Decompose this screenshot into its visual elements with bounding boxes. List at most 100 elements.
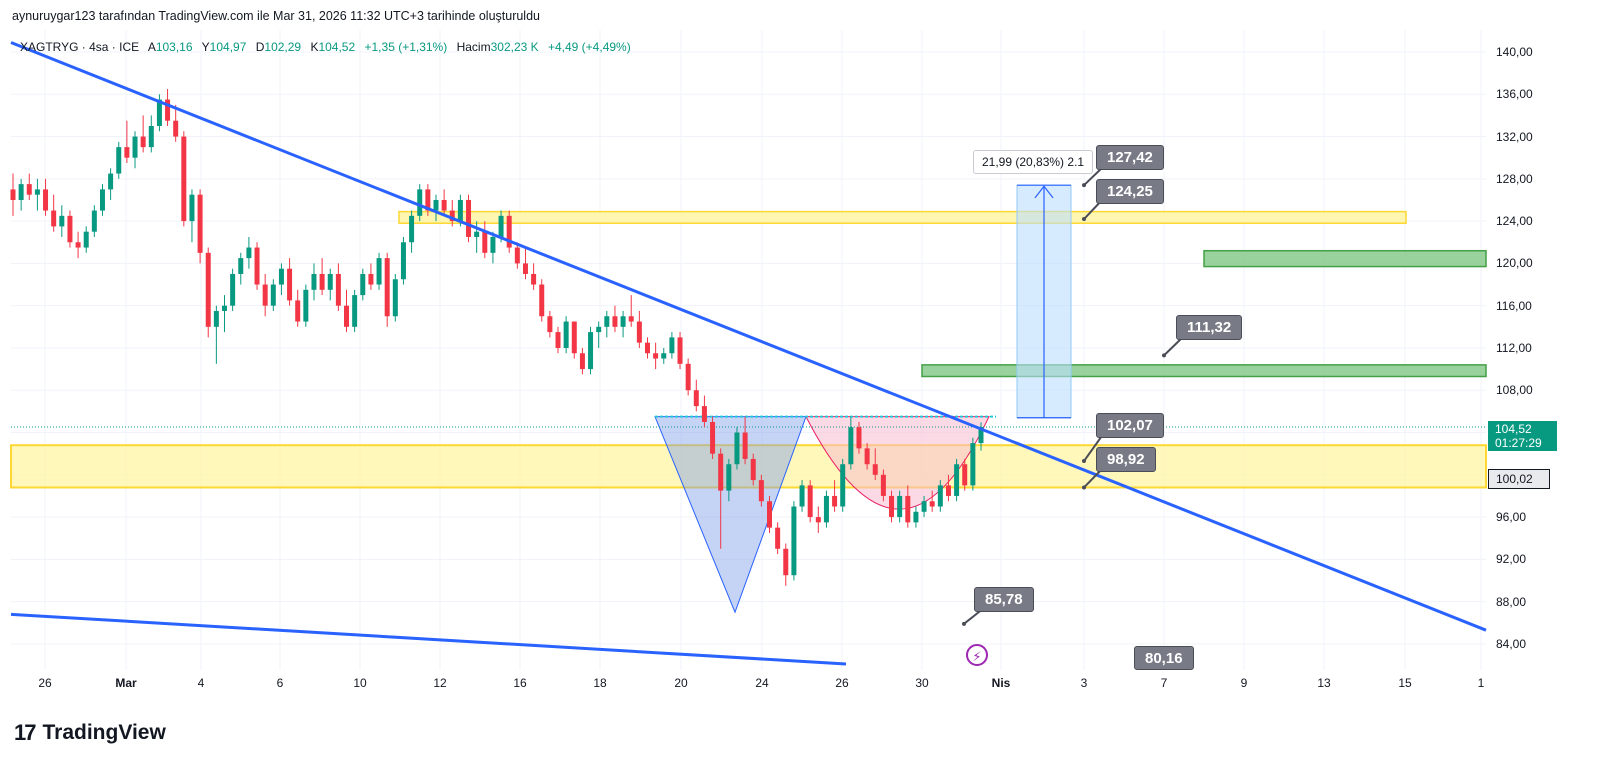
callout-85[interactable]: 85,78 (974, 587, 1034, 612)
countdown-value: 01:27:29 (1495, 436, 1542, 450)
candle-body (254, 247, 260, 285)
candle-body (116, 147, 122, 174)
time-tick: 10 (353, 676, 367, 690)
time-tick: 20 (674, 676, 688, 690)
time-tick: 6 (276, 676, 284, 690)
candle-body (929, 501, 935, 507)
candle-body (221, 305, 227, 311)
resistance-zone-124 (398, 210, 1407, 224)
candle-body (701, 406, 707, 422)
candle-body (449, 210, 455, 222)
candle-body (91, 210, 97, 232)
candle-body (945, 485, 951, 496)
low-value: 102,29 (264, 40, 302, 54)
candle-body (750, 458, 756, 481)
candle-body (173, 120, 179, 137)
time-tick: 26 (835, 676, 849, 690)
candle-body (409, 215, 415, 243)
candle-body (156, 99, 162, 126)
candle-body (880, 474, 886, 496)
candle-body (368, 273, 374, 285)
candle-body (482, 231, 488, 253)
candle-body (384, 258, 390, 317)
callout-98[interactable]: 98,92 (1096, 447, 1156, 472)
candle-body (514, 247, 520, 264)
open-label: A (147, 40, 156, 54)
candle-body (856, 427, 862, 449)
time-tick: 15 (1398, 676, 1412, 690)
candle-body (433, 199, 439, 211)
volume-value: 302,23 K (490, 40, 539, 54)
candle-body (555, 332, 561, 348)
candle-body (783, 548, 789, 576)
candle-body (132, 136, 138, 158)
measure-label[interactable]: 21,99 (20,83%) 2.1 (973, 150, 1094, 174)
callout-102[interactable]: 102,07 (1096, 413, 1164, 438)
candle-body (913, 511, 919, 523)
candle-body (270, 284, 276, 306)
candle-body (531, 273, 537, 285)
candlestick-chart[interactable] (10, 30, 1487, 670)
change-value: +1,35 (+1,31%) (364, 40, 448, 54)
callout-80[interactable]: 80,16 (1134, 646, 1194, 670)
time-tick: 24 (755, 676, 769, 690)
candle-body (661, 353, 667, 359)
candle-body (287, 268, 293, 301)
candle-body (498, 215, 504, 237)
candle-body (376, 258, 382, 285)
price-tick: 108,00 (1496, 383, 1533, 398)
candle-body (799, 485, 805, 507)
candle-body (51, 210, 57, 227)
candle-body (26, 184, 32, 195)
candle-body (628, 316, 634, 322)
candle-body (571, 321, 577, 354)
candle-body (954, 464, 960, 496)
candle-body (303, 289, 309, 322)
price-tick: 92,00 (1496, 552, 1527, 567)
chart-area[interactable] (10, 30, 1487, 670)
time-tick: Nis (991, 676, 1011, 690)
candle-body (767, 501, 773, 528)
candle-body (181, 136, 187, 222)
time-tick: 1 (1477, 676, 1485, 690)
candle-body (352, 295, 358, 327)
candle-body (417, 189, 423, 216)
candle-body (124, 147, 130, 158)
candle-body (693, 390, 699, 407)
candle-body (644, 342, 650, 354)
callout-111[interactable]: 111,32 (1176, 315, 1243, 340)
candle-body (18, 184, 24, 200)
candle-body (10, 189, 16, 200)
candle-body (815, 517, 821, 523)
tradingview-logo[interactable]: 17 TradingView (14, 720, 166, 746)
candle-body (897, 495, 903, 518)
price-tick: 136,00 (1496, 87, 1533, 102)
time-axis[interactable]: 26 Mar 4 6 10 12 16 18 20 24 26 30 Nis 3 7 9 13 15 1 (11, 676, 1486, 696)
candle-body (490, 236, 496, 253)
price-tick: 96,00 (1496, 510, 1527, 525)
candle-body (474, 231, 480, 237)
callout-127[interactable]: 127,42 (1096, 145, 1164, 170)
symbol-name[interactable]: XAGTRYG · 4sa · ICE (20, 40, 140, 54)
candle-body (335, 273, 341, 306)
candle-body (962, 464, 968, 486)
chart-header: aynuruygar123 tarafından TradingView.com… (12, 9, 540, 23)
level-price-badge: 100,02 (1488, 469, 1550, 489)
candle-body (319, 273, 325, 290)
candle-body (775, 527, 781, 549)
callout-124[interactable]: 124,25 (1096, 179, 1164, 204)
open-value: 103,16 (155, 40, 193, 54)
callout-dot (1082, 459, 1086, 464)
candle-body (230, 273, 236, 306)
high-label: Y (201, 40, 210, 54)
candle-body (685, 363, 691, 391)
high-value: 104,97 (209, 40, 247, 54)
lightning-icon[interactable]: ⚡ (966, 644, 988, 666)
candle-body (278, 268, 284, 285)
time-tick: 18 (593, 676, 607, 690)
tv-logo-icon: 17 (14, 720, 37, 745)
candle-body (677, 337, 683, 364)
candle-body (937, 485, 943, 507)
candle-body (344, 305, 350, 327)
price-axis[interactable]: 140,00 136,00 132,00 128,00 124,00 120,00 116,… (1486, 30, 1600, 670)
